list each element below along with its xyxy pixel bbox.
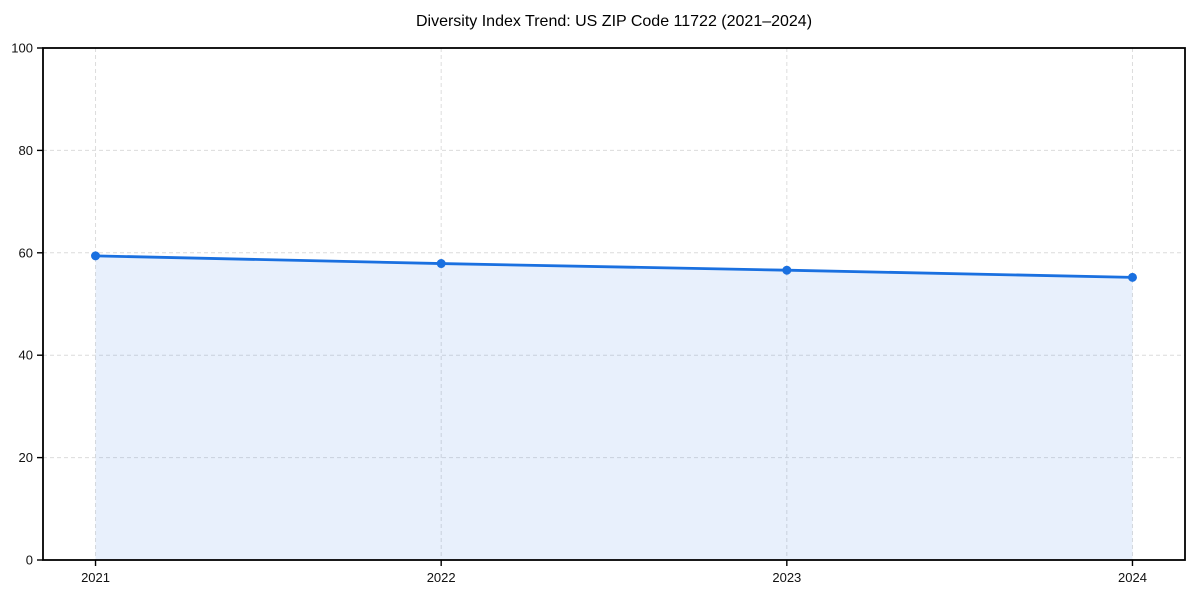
data-point-marker [782, 265, 792, 275]
y-tick-label: 20 [19, 450, 33, 465]
y-tick-label: 40 [19, 348, 33, 363]
chart-title: Diversity Index Trend: US ZIP Code 11722… [415, 13, 813, 30]
data-point-marker [1127, 272, 1137, 282]
y-tick-label: 80 [19, 143, 33, 158]
area-fill [95, 255, 1133, 560]
trend-line [94, 254, 1134, 279]
x-tick-label: 2024 [1118, 570, 1147, 585]
x-tick-label: 2023 [772, 570, 801, 585]
data-point-marker [436, 259, 446, 269]
data-point-marker [91, 251, 101, 261]
y-tick-label: 60 [19, 245, 33, 260]
y-tick-label: 100 [11, 41, 33, 56]
y-tick-label: 0 [26, 553, 33, 568]
x-tick-label: 2021 [81, 570, 110, 585]
plot-border [42, 47, 1186, 561]
x-tick-label: 2022 [427, 570, 456, 585]
